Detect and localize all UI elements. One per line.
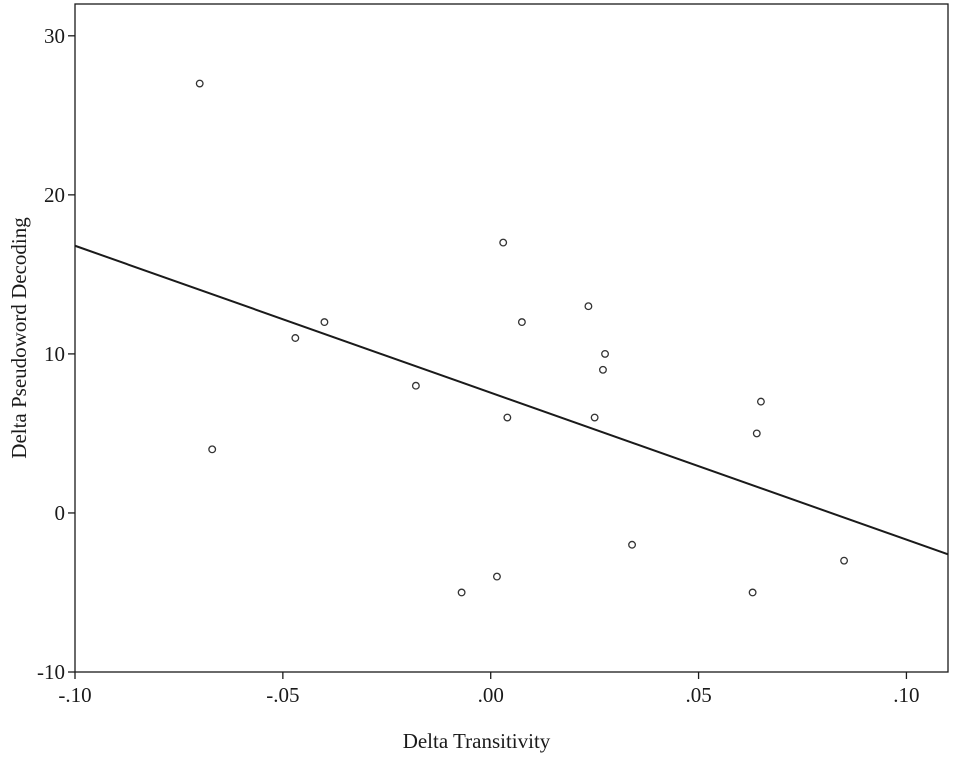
data-point bbox=[411, 381, 420, 390]
data-point bbox=[291, 334, 300, 342]
data-point bbox=[584, 302, 593, 311]
data-point bbox=[208, 445, 217, 454]
y-tick-label: -10 bbox=[37, 660, 65, 684]
data-point bbox=[601, 349, 609, 358]
data-point bbox=[503, 413, 512, 422]
data-point bbox=[493, 572, 501, 581]
data-point bbox=[195, 79, 204, 88]
data-point bbox=[590, 413, 599, 422]
y-axis-title: Delta Pseudoword Decoding bbox=[7, 217, 31, 459]
data-point bbox=[752, 429, 761, 438]
data-point bbox=[748, 588, 757, 597]
y-tick-label: 0 bbox=[55, 501, 66, 525]
x-tick-label: -.05 bbox=[266, 683, 299, 707]
data-point bbox=[457, 588, 466, 597]
plot-frame bbox=[74, 3, 949, 673]
x-axis-title: Delta Transitivity bbox=[403, 729, 551, 753]
data-point bbox=[599, 365, 607, 374]
y-tick-label: 30 bbox=[44, 24, 65, 48]
y-tick-label: 10 bbox=[44, 342, 65, 366]
y-tick-label: 20 bbox=[44, 183, 65, 207]
data-point bbox=[756, 397, 765, 406]
x-tick-label: .00 bbox=[478, 683, 504, 707]
data-point bbox=[628, 540, 637, 549]
x-axis: -.10 -.05 .00 .05 .10 bbox=[58, 672, 920, 707]
y-axis: -10 0 10 20 30 bbox=[37, 24, 75, 684]
data-point bbox=[517, 318, 526, 327]
data-point bbox=[320, 318, 329, 327]
x-tick-label: .10 bbox=[893, 683, 919, 707]
x-tick-label: -.10 bbox=[58, 683, 91, 707]
data-point bbox=[840, 556, 849, 565]
regression-line bbox=[74, 244, 949, 556]
x-tick-label: .05 bbox=[685, 683, 711, 707]
data-point bbox=[499, 238, 508, 247]
data-points bbox=[195, 79, 849, 597]
